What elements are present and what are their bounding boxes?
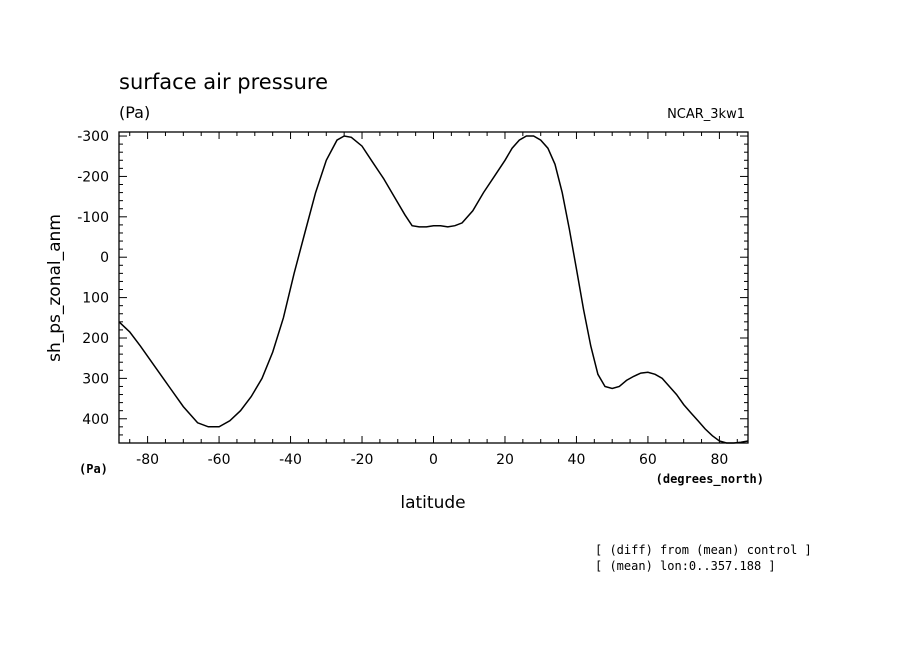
x-tick-label: 40 <box>568 452 586 468</box>
x-tick-label: 80 <box>710 452 728 468</box>
model-label: NCAR_3kw1 <box>667 107 745 122</box>
y-axis-label: sh_ps_zonal_anm <box>45 214 65 362</box>
series-line <box>118 135 749 444</box>
x-tick-label: -60 <box>208 452 231 468</box>
x-tick-label: 20 <box>496 452 514 468</box>
y-tick-label: -100 <box>77 210 109 226</box>
x-units-label: (degrees_north) <box>656 472 764 487</box>
plot-frame <box>118 131 749 444</box>
x-tick-label: 0 <box>429 452 438 468</box>
x-tick-labels: -80 -60 -40 -20 0 20 40 60 80 <box>136 452 728 468</box>
chart-units-label: (Pa) <box>119 103 150 122</box>
chart-title: surface air pressure <box>119 70 328 94</box>
y-tick-label: 400 <box>82 412 109 428</box>
axis-ticks <box>119 132 748 444</box>
y-tick-label: 0 <box>100 250 109 266</box>
y-tick-label: 300 <box>82 371 109 387</box>
x-tick-label: 60 <box>639 452 657 468</box>
y-tick-label: -200 <box>77 169 109 185</box>
x-axis-label: latitude <box>400 493 465 513</box>
x-tick-label: -80 <box>136 452 159 468</box>
y-units-label: (Pa) <box>79 462 108 476</box>
x-tick-label: -20 <box>351 452 374 468</box>
y-tick-label: -300 <box>77 129 109 145</box>
y-tick-label: 200 <box>82 331 109 347</box>
annotation-diff: [ (diff) from (mean) control ] <box>595 543 812 557</box>
x-tick-label: -40 <box>279 452 302 468</box>
y-tick-labels: -300 -200 -100 0 100 200 300 400 <box>77 129 109 428</box>
y-tick-label: 100 <box>82 291 109 307</box>
annotation-mean: [ (mean) lon:0..357.188 ] <box>595 559 776 573</box>
